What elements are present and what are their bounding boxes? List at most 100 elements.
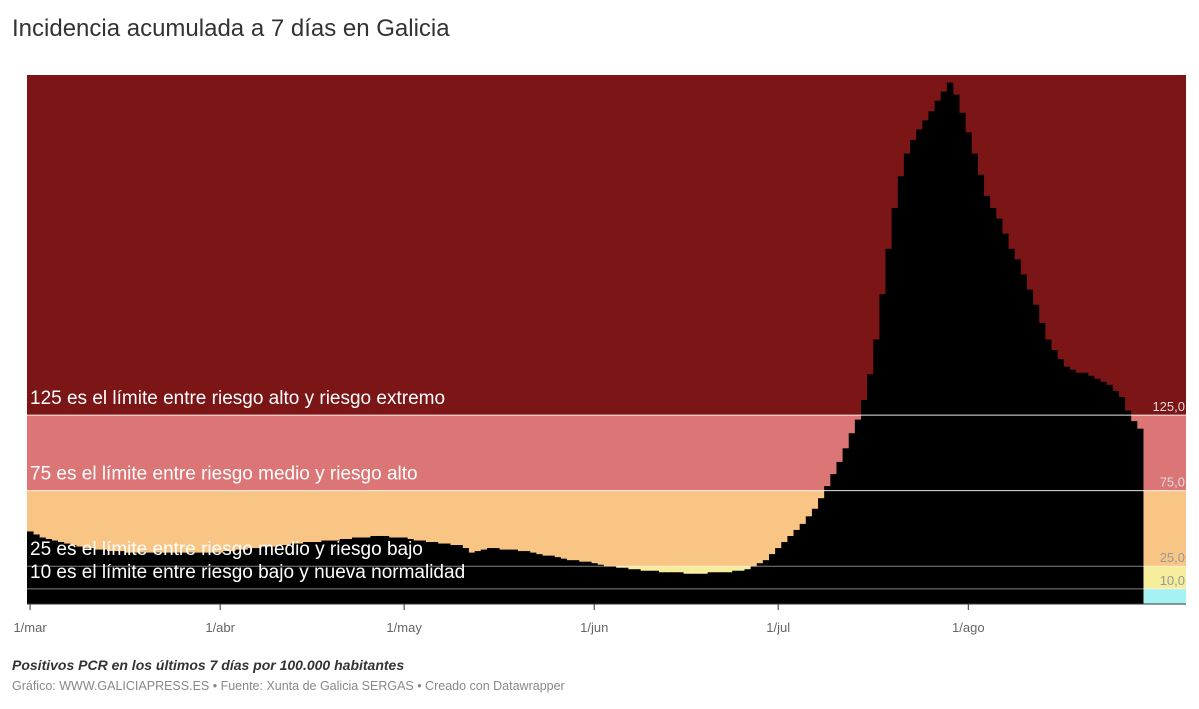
annotation: 10 es el límite entre riesgo bajo y nuev…	[30, 562, 465, 583]
annotation: 125 es el límite entre riesgo alto y rie…	[30, 388, 445, 409]
bar	[634, 569, 641, 604]
bar	[517, 551, 525, 604]
bar	[229, 551, 236, 604]
bar	[302, 542, 310, 604]
bar	[946, 82, 954, 605]
bar	[781, 542, 788, 604]
bar	[646, 570, 653, 604]
bar	[217, 552, 224, 604]
bar	[161, 552, 169, 604]
bar	[566, 560, 574, 604]
bar	[664, 572, 672, 604]
bar	[732, 570, 739, 604]
bar	[940, 91, 948, 604]
bar	[621, 567, 629, 604]
bar	[376, 535, 384, 604]
bar	[45, 539, 52, 604]
bar	[315, 542, 322, 604]
bar	[358, 537, 365, 604]
bar	[382, 535, 390, 604]
bar	[830, 474, 837, 604]
bar	[456, 545, 463, 604]
bar	[284, 545, 292, 604]
bar	[1032, 304, 1040, 604]
bar	[1069, 369, 1077, 604]
bar	[652, 570, 660, 604]
bar	[278, 545, 285, 604]
y-tick-label: 75,0	[1160, 475, 1185, 490]
bar	[842, 448, 850, 604]
bar	[867, 374, 874, 604]
bar	[738, 570, 745, 604]
bar	[713, 572, 721, 604]
bar	[959, 112, 966, 605]
bar	[450, 545, 457, 604]
bar	[627, 569, 635, 604]
bar	[106, 551, 114, 604]
bar	[345, 539, 353, 604]
bar	[388, 537, 396, 604]
bar	[437, 543, 445, 604]
bar	[548, 555, 555, 604]
bar	[260, 546, 267, 604]
bar	[1118, 396, 1126, 604]
bar	[419, 540, 426, 604]
bar	[658, 572, 666, 604]
bar	[793, 529, 801, 604]
bar	[204, 552, 212, 604]
bar	[394, 537, 402, 604]
bar	[51, 540, 59, 604]
bar	[1038, 322, 1046, 604]
bar	[266, 546, 273, 604]
bar	[554, 557, 561, 604]
bar	[615, 567, 623, 604]
bar	[1136, 428, 1144, 604]
y-tick-label: 25,0	[1160, 550, 1185, 565]
bar	[640, 570, 647, 604]
bar	[934, 100, 942, 605]
bar	[1112, 390, 1119, 604]
bar	[511, 549, 518, 604]
bar	[591, 563, 598, 604]
bar	[180, 552, 187, 604]
bar	[69, 545, 77, 604]
bar	[210, 552, 218, 604]
bar	[983, 195, 991, 604]
bar	[903, 153, 911, 604]
bar	[542, 555, 549, 604]
bar	[1020, 274, 1027, 604]
bar	[860, 399, 868, 604]
bar	[223, 551, 230, 604]
bar	[125, 552, 132, 604]
bar	[431, 542, 439, 604]
bar	[811, 508, 819, 604]
bar	[995, 218, 1003, 605]
x-tick-label: 1/mar	[13, 620, 47, 635]
bar	[33, 534, 40, 604]
bar	[88, 548, 95, 604]
bar	[462, 548, 469, 604]
bar	[719, 572, 727, 604]
bar	[321, 540, 328, 604]
bar	[100, 549, 108, 604]
bar	[1014, 259, 1021, 604]
bar	[879, 294, 886, 604]
bar	[744, 569, 752, 604]
bar	[585, 561, 592, 604]
bar	[143, 552, 151, 604]
bar	[529, 552, 537, 604]
bar	[118, 551, 126, 604]
bar	[63, 543, 71, 604]
bar	[474, 551, 482, 604]
bar	[192, 552, 200, 604]
bar	[413, 540, 420, 604]
bar	[499, 549, 506, 604]
bar	[112, 551, 120, 604]
bar	[352, 537, 359, 604]
bar	[296, 543, 304, 604]
bar	[327, 540, 335, 604]
bar	[1081, 372, 1089, 604]
bar	[873, 339, 880, 604]
bar	[535, 554, 543, 604]
bar	[401, 537, 408, 604]
